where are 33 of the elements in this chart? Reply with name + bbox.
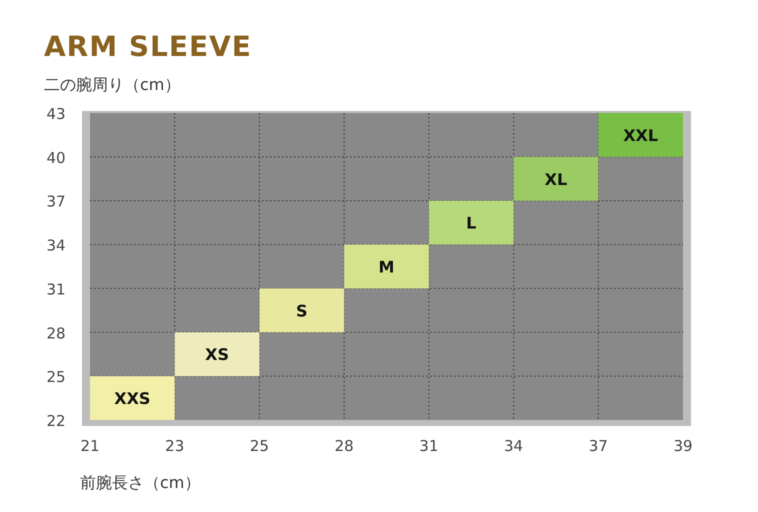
text: 28: [334, 437, 354, 455]
text: 31: [419, 437, 438, 455]
text: 37: [588, 437, 608, 455]
data-label: XXS: [114, 389, 150, 408]
text: 23: [165, 437, 184, 455]
data-label: XXL: [623, 126, 658, 145]
text: 21: [80, 437, 100, 455]
y-axis-title: 二の腕周り（cm）: [44, 75, 180, 94]
text: 25: [250, 437, 269, 455]
y-tick-label: 28: [46, 324, 66, 342]
y-tick-label: 37: [46, 192, 66, 211]
bar: [174, 332, 260, 376]
bar: [428, 200, 514, 245]
y-tick-label: 34: [46, 236, 66, 255]
text: 34: [504, 437, 524, 455]
data-label: S: [296, 301, 308, 320]
data-label: L: [466, 214, 476, 233]
y-tick-label: 25: [46, 368, 66, 386]
y-tick-label: 43: [46, 105, 66, 123]
data-label: XL: [544, 170, 568, 189]
data-label: M: [378, 258, 394, 276]
bar: [90, 376, 175, 420]
bar: [344, 244, 429, 288]
chart-title: ARM SLEEVE: [44, 30, 252, 63]
bar: [259, 288, 344, 332]
data-label: XS: [205, 345, 229, 364]
bar: [598, 113, 683, 157]
x-axis-title: 前腕長さ（cm）: [80, 473, 200, 492]
y-tick-label: 40: [46, 148, 66, 167]
bar: [514, 156, 598, 201]
y-tick-label: 22: [46, 412, 66, 430]
y-tick-label: 31: [46, 280, 66, 298]
text: 39: [673, 437, 693, 455]
